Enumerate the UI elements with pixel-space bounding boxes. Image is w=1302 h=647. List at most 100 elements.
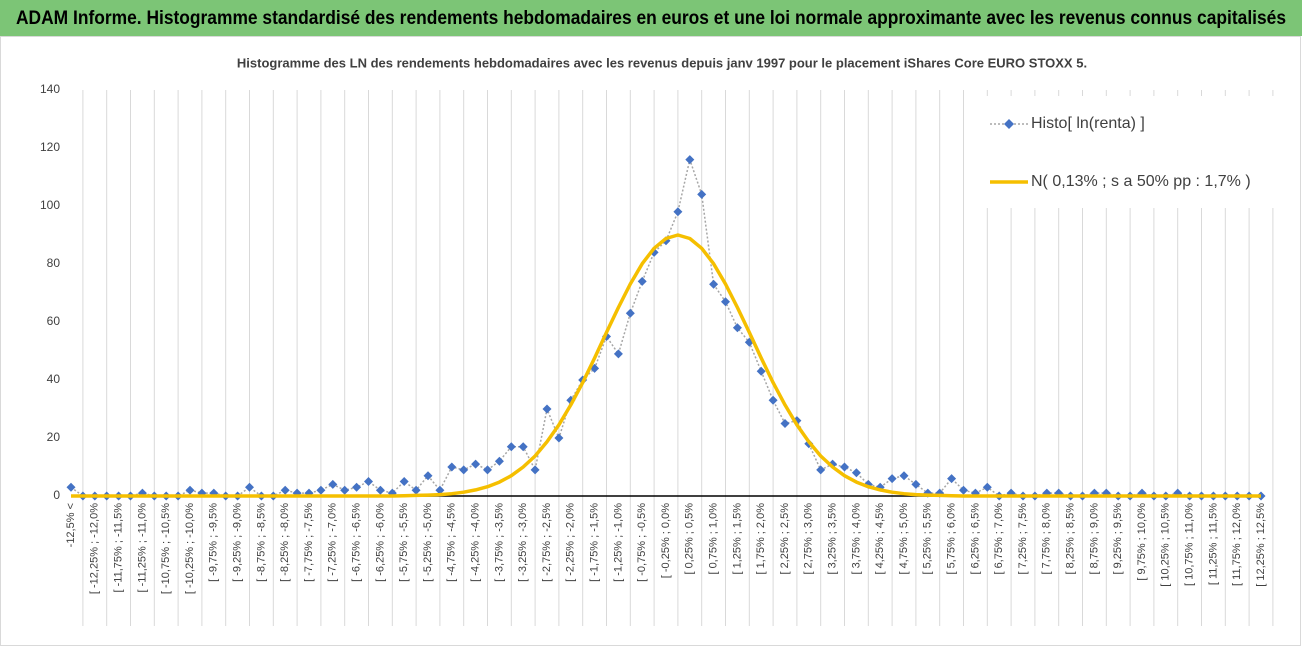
data-point	[506, 442, 516, 452]
y-tick-label: 0	[53, 488, 60, 502]
data-point	[328, 479, 338, 489]
x-tick-label: [ 10,75% ; 11,0%	[1184, 503, 1196, 586]
data-point	[768, 395, 778, 405]
x-tick-label: [ -6,75% ; -6,5%	[351, 503, 363, 582]
data-point	[340, 485, 350, 495]
data-point	[613, 349, 623, 359]
x-tick-label: [ -10,75% ; -10,5%	[160, 503, 172, 594]
data-point	[364, 477, 373, 486]
y-tick-label: 40	[47, 372, 61, 386]
data-point	[494, 456, 504, 466]
data-point	[721, 297, 730, 307]
data-point	[518, 442, 528, 452]
x-tick-label: [ 12,25% ; 12,5%	[1255, 503, 1267, 587]
data-point	[542, 404, 552, 414]
data-point	[851, 468, 861, 478]
x-tick-label: [ -7,25% ; -7,0%	[327, 503, 339, 582]
x-tick-label: [ -4,25% ; -4,0%	[470, 503, 482, 582]
data-point	[887, 474, 897, 484]
data-point	[959, 485, 968, 495]
data-point	[673, 207, 683, 217]
legend-box	[965, 96, 1290, 208]
x-tick-label: [ 7,75% ; 8,0%	[1041, 503, 1053, 575]
legend-label: N( 0,13% ; s a 50% pp : 1,7% )	[1031, 173, 1251, 190]
data-point	[685, 155, 695, 165]
chart-border	[0, 36, 1301, 646]
data-point	[399, 477, 409, 486]
data-point	[637, 276, 647, 286]
data-point	[697, 189, 707, 199]
x-tick-label: [ 2,75% ; 3,0%	[803, 503, 815, 575]
data-point	[780, 419, 790, 428]
data-point	[899, 471, 909, 481]
x-tick-label: [ -12,25% ; -12,0%	[89, 503, 101, 594]
legend-swatch	[1004, 119, 1014, 129]
x-tick-label: [ -8,75% ; -8,5%	[255, 503, 267, 582]
x-tick-label: [ -0,25% ; 0,0%	[660, 503, 672, 578]
data-point	[483, 465, 492, 475]
legend-label: Histo[ ln(renta) ]	[1031, 115, 1145, 132]
x-tick-label: [ 3,25% ; 3,5%	[827, 503, 839, 575]
data-point	[375, 485, 385, 495]
data-point	[947, 474, 957, 484]
x-tick-label: [ -5,25% ; -5,0%	[422, 503, 434, 582]
x-tick-label: [ 5,25% ; 5,5%	[922, 503, 934, 575]
y-tick-label: 80	[47, 256, 61, 270]
x-tick-label: [ -1,75% ; -1,5%	[589, 503, 601, 582]
x-tick-label: [ -2,75% ; -2,5%	[541, 503, 553, 582]
data-point	[982, 482, 992, 492]
y-tick-label: 100	[40, 198, 60, 212]
x-tick-label: [ 4,25% ; 4,5%	[874, 503, 886, 575]
x-tick-label: [ 2,25% ; 2,5%	[779, 503, 791, 575]
data-point	[471, 459, 481, 469]
x-tick-label: [ -3,25% ; -3,0%	[517, 503, 529, 582]
x-tick-label: [ -9,25% ; -9,0%	[232, 503, 244, 582]
data-point	[756, 366, 766, 376]
x-tick-label: [ 0,75% ; 1,0%	[708, 503, 720, 575]
x-tick-label: [ -10,25% ; -10,0%	[184, 503, 196, 594]
data-point	[423, 471, 433, 481]
series-line	[71, 233, 1261, 498]
chart-title: Histogramme des LN des rendements hebdom…	[237, 55, 1087, 70]
x-tick-label: [ 11,75% ; 12,0%	[1231, 503, 1243, 586]
x-tick-label: [ 3,75% ; 4,0%	[850, 503, 862, 575]
banner	[0, 0, 1302, 36]
data-point	[732, 323, 742, 333]
data-point	[840, 462, 849, 472]
banner-title: ADAM Informe. Histogramme standardisé de…	[16, 8, 1286, 29]
x-tick-label: [ -6,25% ; -6,0%	[374, 503, 386, 582]
x-tick-label: [ -1,25% ; -1,0%	[612, 503, 624, 582]
data-point	[911, 479, 921, 489]
x-tick-label: [ -4,75% ; -4,5%	[446, 503, 458, 582]
x-tick-label: [ 4,75% ; 5,0%	[898, 503, 910, 575]
x-tick-label: [ -3,75% ; -3,5%	[493, 503, 505, 582]
data-point	[316, 485, 326, 495]
data-point	[709, 279, 719, 289]
x-tick-label: [ -11,25% ; -11,0%	[136, 503, 148, 593]
data-point	[66, 482, 76, 492]
x-tick-label: [ 11,25% ; 11,5%	[1207, 503, 1219, 585]
data-point	[280, 485, 290, 495]
y-tick-label: 60	[47, 314, 61, 328]
data-point	[625, 308, 635, 318]
y-tick-label: 140	[40, 82, 60, 96]
x-tick-label: [ 9,75% ; 10,0%	[1136, 503, 1148, 581]
x-tick-label: [ -5,75% ; -5,5%	[398, 503, 410, 582]
x-tick-label: [ 1,75% ; 2,0%	[755, 503, 767, 575]
data-point	[530, 465, 540, 475]
data-point	[411, 485, 421, 495]
x-tick-label: -12,5% <	[65, 503, 77, 547]
x-tick-label: [ 9,25% ; 9,5%	[1112, 503, 1124, 575]
x-tick-label: [ 8,25% ; 8,5%	[1065, 503, 1077, 575]
x-tick-label: [ 8,75% ; 9,0%	[1088, 503, 1100, 575]
x-tick-label: [ 7,25% ; 7,5%	[1017, 503, 1029, 575]
data-point	[816, 465, 826, 475]
x-tick-label: [ 6,75% ; 7,0%	[993, 503, 1005, 575]
data-point	[459, 465, 469, 475]
x-tick-label: [ -11,75% ; -11,5%	[113, 503, 125, 593]
data-point	[245, 482, 254, 492]
x-tick-label: [ -7,75% ; -7,5%	[303, 503, 315, 582]
data-point	[435, 485, 445, 495]
y-tick-label: 120	[40, 140, 60, 154]
